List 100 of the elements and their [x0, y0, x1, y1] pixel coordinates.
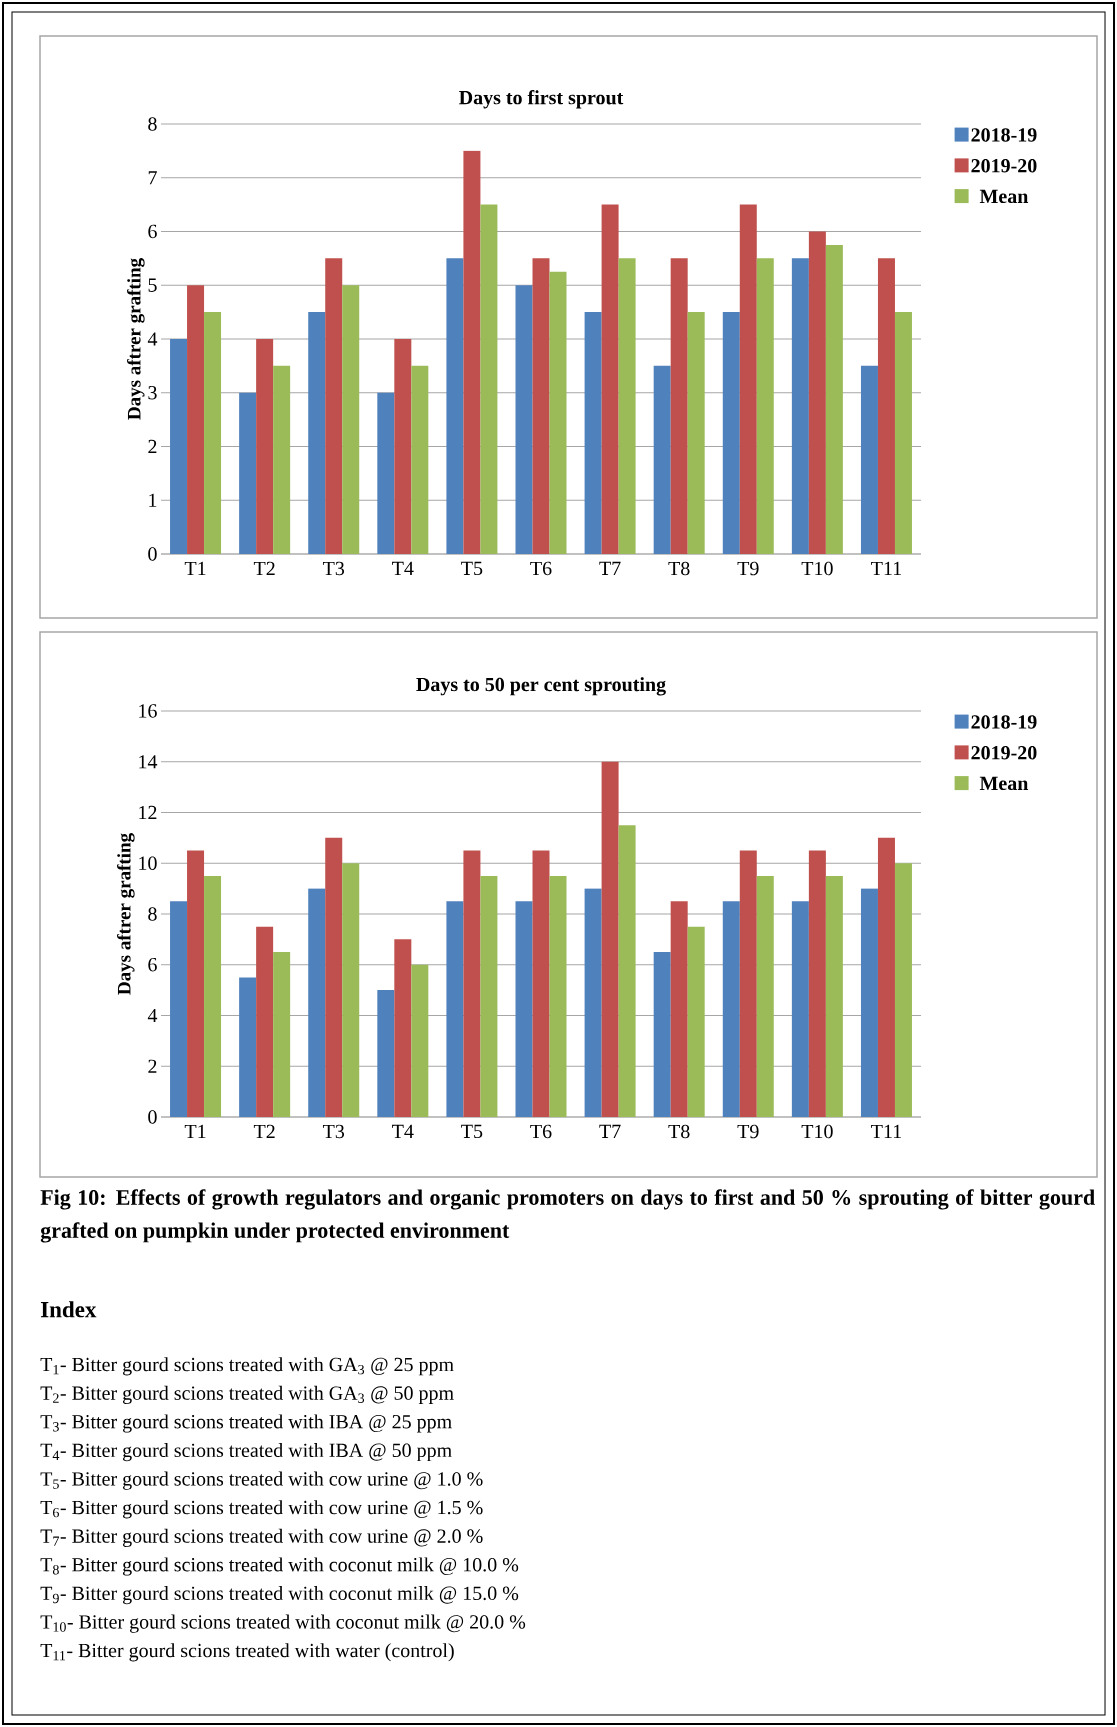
y-tick-label: 6	[148, 224, 157, 239]
text: T$_{7}$- Bitter gourd scions treated with cow urine @ 2.0 %	[40, 1528, 483, 1547]
bar	[670, 258, 688, 554]
text: T$_{9}$- Bitter gourd scions treated with coconut milk @ 15.0 %	[40, 1585, 519, 1605]
bar	[860, 365, 878, 554]
y-axis-title: Days aftrer grafting	[127, 258, 145, 420]
bar	[394, 939, 412, 1117]
x-tick-label: T10	[801, 1124, 833, 1139]
bar	[584, 312, 602, 554]
bar	[791, 901, 809, 1117]
text: T$_{10}$- Bitter gourd scions treated with coconut milk @ 20.0 %	[40, 1614, 526, 1633]
legend-label: Mean	[979, 776, 1029, 791]
bar	[618, 825, 636, 1117]
y-tick-label: 2	[148, 1059, 157, 1073]
bar	[808, 231, 826, 554]
legend-label: 2019-20	[971, 745, 1037, 760]
x-tick-label: T9	[737, 1124, 759, 1139]
bar	[825, 244, 843, 554]
x-tick-label: T11	[871, 1124, 901, 1138]
text: T$_{8}$- Bitter gourd scions treated with coconut milk @ 10.0 %	[40, 1557, 519, 1576]
x-tick-label: T3	[322, 561, 345, 576]
bar	[739, 850, 757, 1117]
bar	[273, 952, 291, 1117]
legend-label: 2018-19	[971, 715, 1037, 729]
bar	[739, 204, 757, 554]
chart-title: Days to first sprout	[459, 90, 624, 109]
bar	[584, 888, 602, 1117]
bar	[204, 312, 222, 554]
x-tick-label: T1	[184, 561, 206, 575]
bar	[463, 850, 481, 1117]
bar	[825, 875, 843, 1117]
bar	[687, 926, 705, 1117]
x-tick-label: T2	[253, 561, 275, 576]
bar	[894, 863, 912, 1117]
caption: Fig 10: Effects of growth regulators and organic promoters on days to first and 50 % sprouting of bitter gourd grafted on pumpkin under protected environment	[40, 1189, 1095, 1243]
bar	[239, 977, 257, 1117]
bar	[187, 285, 205, 554]
text: T$_{5}$- Bitter gourd scions treated with cow urine @ 1.0 %	[40, 1471, 483, 1490]
bar	[308, 888, 326, 1117]
y-axis-title: Days aftrer grafting	[117, 833, 135, 995]
bar	[239, 392, 257, 554]
legend-label: 2019-20	[971, 158, 1037, 173]
bar	[342, 863, 360, 1117]
y-tick-label: 0	[148, 1110, 157, 1124]
y-tick-label: 7	[148, 171, 157, 185]
text: T$_{1}$- Bitter gourd scions treated with GA$_{3}$ @ 25 ppm	[40, 1357, 454, 1376]
bar	[653, 952, 671, 1117]
bar	[446, 258, 464, 554]
x-tick-label: T3	[322, 1124, 345, 1139]
y-tick-label: 5	[148, 278, 157, 292]
bar	[170, 901, 188, 1117]
y-tick-label: 14	[139, 755, 158, 769]
bar	[446, 901, 464, 1117]
bar	[308, 312, 326, 554]
bar	[325, 258, 343, 554]
y-tick-label: 12	[139, 805, 157, 820]
legend-label: 2018-19	[971, 128, 1037, 142]
bar	[342, 285, 360, 554]
bar	[756, 875, 774, 1117]
bar	[394, 338, 412, 554]
bar	[877, 258, 895, 554]
bar	[791, 258, 809, 554]
text: T$_{4}$- Bitter gourd scions treated with IBA @ 50 ppm	[40, 1442, 452, 1462]
y-tick-label: 8	[148, 117, 157, 131]
bar	[532, 850, 550, 1117]
y-tick-label: 4	[147, 1008, 158, 1023]
bar	[601, 761, 619, 1117]
bar	[653, 365, 671, 554]
bar	[480, 204, 498, 554]
bar	[411, 964, 429, 1117]
x-tick-label: T8	[668, 561, 690, 576]
bar	[515, 901, 533, 1117]
y-tick-label: 2	[148, 439, 157, 454]
text: Index	[40, 1301, 97, 1318]
x-tick-label: T6	[530, 561, 552, 576]
bar	[894, 312, 912, 554]
y-tick-label: 0	[148, 547, 157, 561]
bar	[273, 365, 291, 554]
bar	[532, 258, 550, 554]
bar	[204, 875, 222, 1117]
x-tick-label: T2	[253, 1124, 275, 1139]
x-tick-label: T8	[668, 1124, 690, 1139]
text: T$_{3}$- Bitter gourd scions treated with IBA @ 25 ppm	[40, 1414, 452, 1433]
bar	[722, 901, 740, 1117]
x-tick-label: T4	[392, 1124, 414, 1138]
bar	[808, 850, 826, 1117]
text: T$_{11}$- Bitter gourd scions treated with water (control)	[40, 1643, 454, 1662]
y-tick-label: 10	[139, 856, 157, 870]
y-tick-label: 8	[148, 907, 157, 921]
text: T$_{2}$- Bitter gourd scions treated with GA$_{3}$ @ 50 ppm	[40, 1385, 454, 1404]
bar	[756, 258, 774, 554]
bar	[515, 285, 533, 554]
bar	[601, 204, 619, 554]
x-tick-label: T10	[801, 561, 833, 576]
x-tick-label: T4	[392, 561, 414, 575]
x-tick-label: T6	[530, 1124, 552, 1139]
y-tick-label: 4	[147, 332, 158, 346]
legend-label: Mean	[979, 189, 1029, 204]
x-tick-label: T5	[461, 1124, 483, 1139]
x-tick-label: T5	[461, 561, 483, 576]
